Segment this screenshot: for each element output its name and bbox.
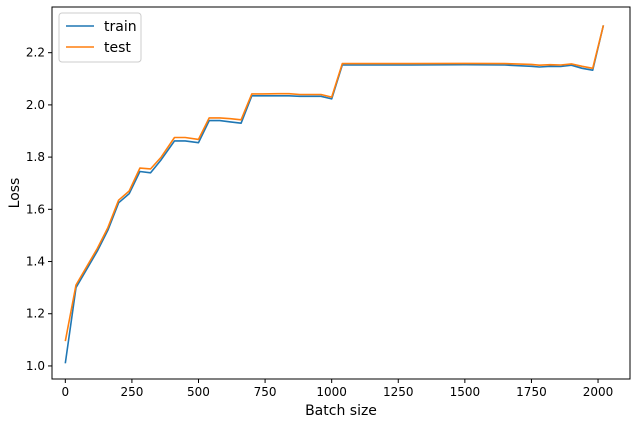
y-tick-label: 1.2 — [26, 307, 45, 321]
x-tick-label: 1250 — [383, 385, 414, 399]
x-tick-label: 500 — [187, 385, 210, 399]
x-tick-label: 250 — [120, 385, 143, 399]
x-tick-label: 1500 — [450, 385, 481, 399]
x-tick-label: 0 — [61, 385, 69, 399]
series-line-train — [64, 25, 605, 364]
y-tick-label: 1.4 — [26, 255, 45, 269]
legend: train test — [58, 12, 142, 63]
plot-frame — [51, 6, 631, 380]
series-line-test — [64, 25, 605, 342]
y-tick-label: 1.8 — [26, 150, 45, 164]
y-axis-title: Loss — [7, 178, 23, 209]
legend-label-test: test — [104, 40, 131, 56]
ticks-layer: 0 250 500 750 1000 1250 1500 1750 2000 1.0 1.2 1.4 1… — [26, 46, 613, 399]
x-tick-label: 2000 — [583, 385, 614, 399]
legend-label-train: train — [104, 19, 137, 35]
x-tick-label: 1750 — [516, 385, 547, 399]
y-tick-label: 1.6 — [26, 202, 45, 216]
y-tick-label: 2.2 — [26, 46, 45, 60]
y-tick-label: 1.0 — [26, 359, 45, 373]
x-tick-label: 1000 — [316, 385, 347, 399]
x-tick-label: 750 — [254, 385, 277, 399]
x-axis-title: Batch size — [305, 403, 377, 419]
series-layer — [64, 25, 605, 364]
y-tick-label: 2.0 — [26, 98, 45, 112]
